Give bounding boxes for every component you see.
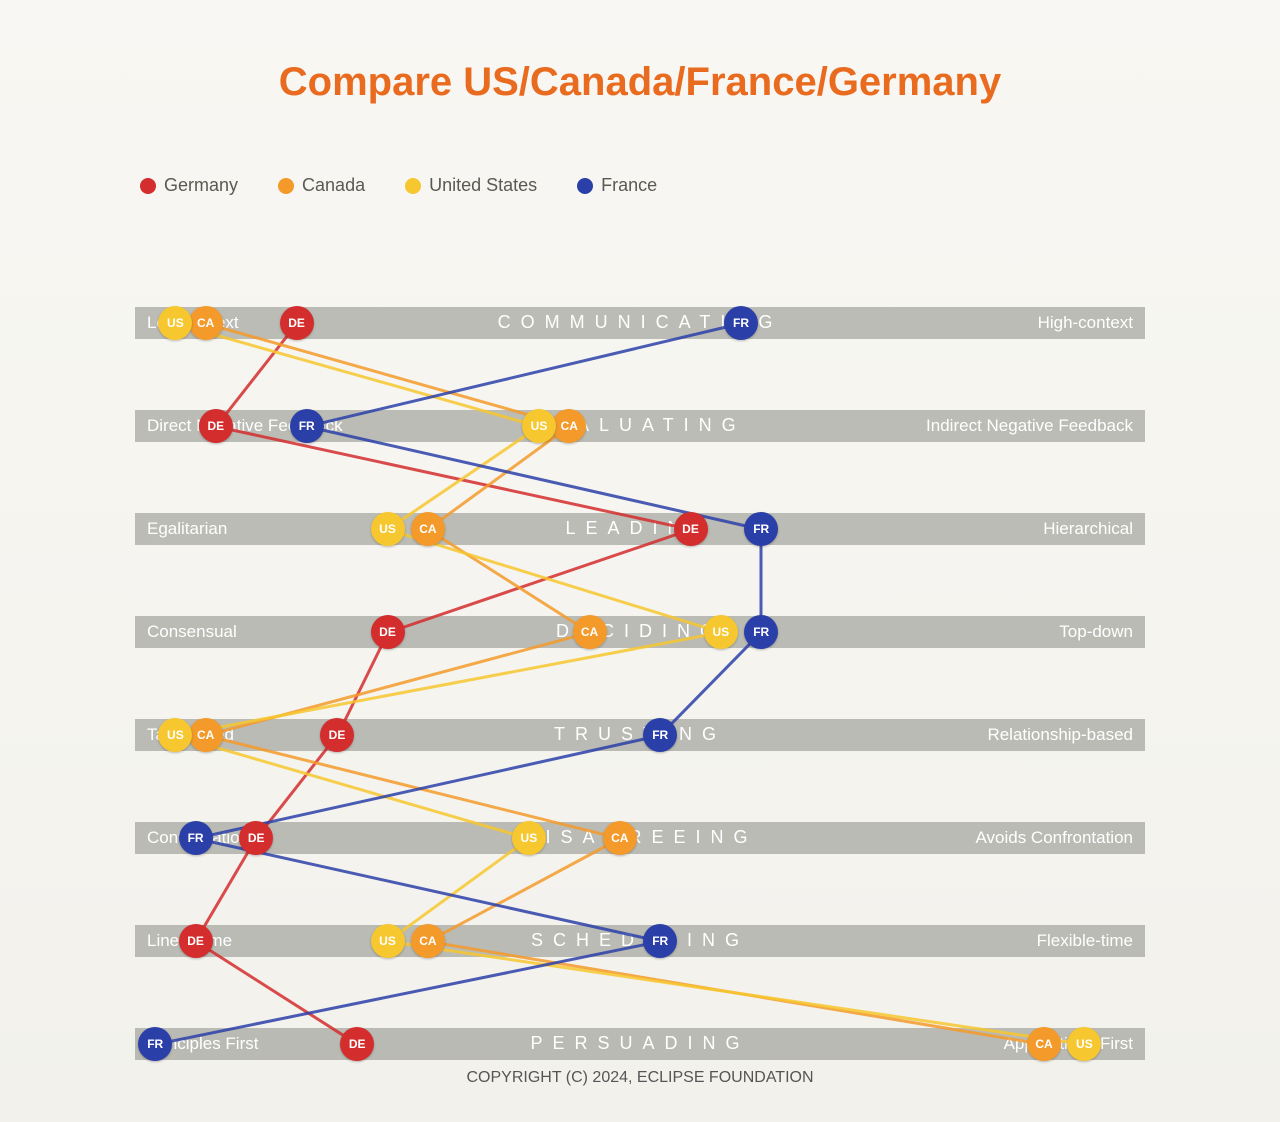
series-marker: FR xyxy=(643,718,677,752)
dimension-label-mid: LEADING xyxy=(135,518,1145,539)
slide: Compare US/Canada/France/Germany Germany… xyxy=(0,0,1280,1122)
series-marker: CA xyxy=(1027,1027,1061,1061)
dimension-label-mid: EVALUATING xyxy=(135,415,1145,436)
series-marker: FR xyxy=(290,409,324,443)
series-marker: DE xyxy=(320,718,354,752)
series-marker: FR xyxy=(744,512,778,546)
series-marker: US xyxy=(704,615,738,649)
series-marker: CA xyxy=(603,821,637,855)
series-marker: FR xyxy=(744,615,778,649)
series-marker: CA xyxy=(573,615,607,649)
series-marker: CA xyxy=(189,306,223,340)
series-marker: CA xyxy=(189,718,223,752)
dimension-label-mid: DECIDING xyxy=(135,621,1145,642)
series-marker: DE xyxy=(280,306,314,340)
dimension-label-mid: TRUSTING xyxy=(135,724,1145,745)
dimension-label-mid: SCHEDULING xyxy=(135,930,1145,951)
series-marker: FR xyxy=(138,1027,172,1061)
series-marker: DE xyxy=(674,512,708,546)
series-marker: US xyxy=(371,924,405,958)
dimension-label-mid: DISAGREEING xyxy=(135,827,1145,848)
series-marker: FR xyxy=(643,924,677,958)
copyright: COPYRIGHT (C) 2024, ECLIPSE FOUNDATION xyxy=(0,1069,1280,1087)
series-marker: DE xyxy=(199,409,233,443)
series-marker: FR xyxy=(724,306,758,340)
series-marker: CA xyxy=(411,924,445,958)
series-marker: US xyxy=(512,821,546,855)
series-marker: US xyxy=(371,512,405,546)
series-marker: DE xyxy=(179,924,213,958)
series-marker: FR xyxy=(179,821,213,855)
series-marker: DE xyxy=(371,615,405,649)
culture-map-chart: Low-contextHigh-contextCOMMUNICATINGDire… xyxy=(0,0,1280,1122)
series-marker: CA xyxy=(411,512,445,546)
series-marker: DE xyxy=(340,1027,374,1061)
series-marker: US xyxy=(522,409,556,443)
series-marker: DE xyxy=(239,821,273,855)
